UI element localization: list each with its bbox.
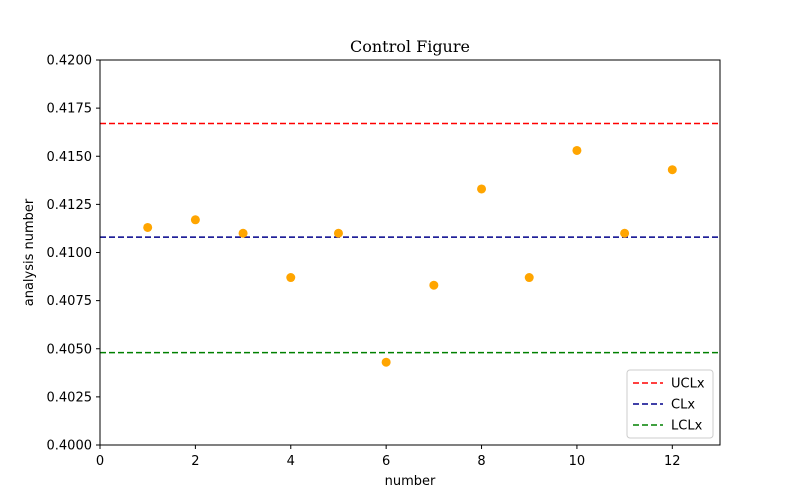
plot-frame <box>99 59 721 446</box>
x-tick-label: 8 <box>477 454 485 469</box>
legend-label-lclx: LCLx <box>671 419 703 434</box>
data-point <box>667 165 677 175</box>
y-tick-label: 0.4000 <box>47 439 93 454</box>
data-point <box>620 228 630 238</box>
data-point <box>572 145 582 155</box>
chart-title: Control Figure <box>350 37 470 56</box>
data-point <box>477 184 487 194</box>
data-point <box>333 228 343 238</box>
y-tick-label: 0.4100 <box>47 246 93 261</box>
legend-label-clx: CLx <box>671 398 695 413</box>
y-tick-label: 0.4175 <box>47 102 93 117</box>
data-points <box>143 145 677 367</box>
y-tick-label: 0.4025 <box>47 390 93 405</box>
x-axis-label: number <box>385 474 436 489</box>
x-tick-label: 12 <box>664 454 681 469</box>
legend-label-uclx: UCLx <box>671 377 705 392</box>
data-point <box>286 273 296 283</box>
x-axis-ticks: 0 2 4 6 8 10 12 <box>96 445 681 469</box>
data-point <box>190 215 200 225</box>
legend: UCLx CLx LCLx <box>626 369 714 439</box>
y-tick-label: 0.4150 <box>47 150 93 165</box>
y-tick-label: 0.4075 <box>47 294 93 309</box>
data-point <box>381 357 391 367</box>
data-point <box>238 228 248 238</box>
x-tick-label: 6 <box>382 454 390 469</box>
y-tick-label: 0.4050 <box>47 342 93 357</box>
data-point <box>524 273 534 283</box>
y-axis-ticks: 0.4000 0.4025 0.4050 0.4075 0.4100 0.4125 0.41… <box>47 54 100 454</box>
legend-box <box>626 369 714 439</box>
y-tick-label: 0.4125 <box>47 198 93 213</box>
y-tick-label: 0.4200 <box>47 54 93 69</box>
data-point <box>143 222 153 232</box>
data-point <box>429 280 439 290</box>
x-tick-label: 4 <box>287 454 295 469</box>
control-lines <box>100 122 720 354</box>
y-axis-label: analysis number <box>22 198 37 306</box>
x-tick-label: 0 <box>96 454 104 469</box>
x-tick-label: 2 <box>191 454 199 469</box>
x-tick-label: 10 <box>569 454 586 469</box>
